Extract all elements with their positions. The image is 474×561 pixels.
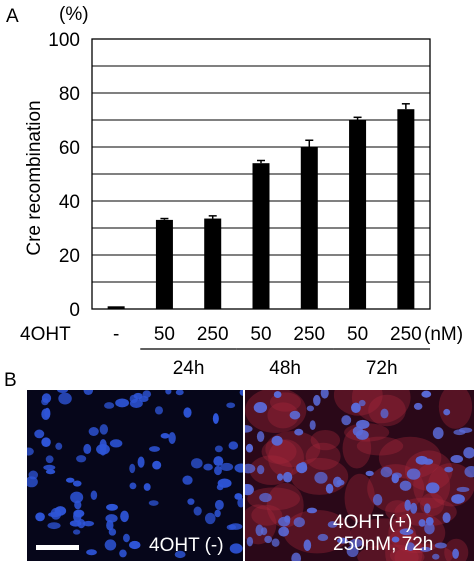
- micrograph-4oht-negative: 4OHT (-): [27, 390, 243, 561]
- y-tick-label: 80: [59, 84, 80, 105]
- y-tick-label: 0: [69, 300, 80, 321]
- x-tick-label: 50: [250, 324, 271, 345]
- y-tick-label: 60: [59, 138, 80, 159]
- group-label: 48h: [269, 358, 301, 379]
- scale-bar: [36, 545, 79, 550]
- bar: [349, 120, 367, 309]
- y-axis-label: Cre recombination: [24, 100, 45, 255]
- bar: [204, 218, 222, 309]
- unit-label-nm: (nM): [424, 324, 463, 345]
- x-tick-label: -: [113, 324, 119, 345]
- panel-a-label: A: [6, 6, 19, 27]
- micrograph-right-caption-line1: 4OHT (+): [333, 512, 413, 533]
- panel-b-label: B: [4, 370, 17, 391]
- row-label-4oht: 4OHT: [20, 324, 71, 345]
- x-tick-label: 250: [390, 324, 422, 345]
- x-tick-label: 50: [154, 324, 175, 345]
- bar: [397, 109, 415, 309]
- x-tick-label: 250: [293, 324, 325, 345]
- bar: [155, 219, 173, 309]
- group-label: 24h: [173, 358, 205, 379]
- y-tick-label: 40: [59, 192, 80, 213]
- group-label: 72h: [366, 358, 398, 379]
- bar: [300, 147, 318, 309]
- x-tick-label: 250: [197, 324, 229, 345]
- y-unit-label: (%): [59, 4, 89, 25]
- micrograph-left-caption: 4OHT (-): [149, 535, 224, 556]
- y-tick-label: 100: [48, 30, 80, 51]
- bar: [107, 306, 125, 309]
- bar: [252, 163, 270, 309]
- micrograph-right-caption-line2: 250nM, 72h: [333, 534, 434, 555]
- x-tick-label: 50: [347, 324, 368, 345]
- micrograph-4oht-positive: 4OHT (+) 250nM, 72h: [245, 390, 474, 561]
- y-tick-label: 20: [59, 246, 80, 267]
